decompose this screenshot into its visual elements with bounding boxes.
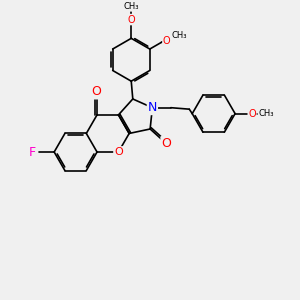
Text: O: O: [114, 147, 123, 157]
Text: CH₃: CH₃: [171, 31, 187, 40]
Text: N: N: [148, 101, 157, 114]
Text: O: O: [161, 137, 171, 150]
Text: O: O: [163, 36, 171, 46]
Text: O: O: [92, 85, 101, 98]
Text: F: F: [29, 146, 36, 158]
Text: CH₃: CH₃: [124, 2, 139, 11]
Text: O: O: [128, 15, 135, 25]
Text: CH₃: CH₃: [258, 109, 274, 118]
Text: O: O: [248, 109, 256, 118]
